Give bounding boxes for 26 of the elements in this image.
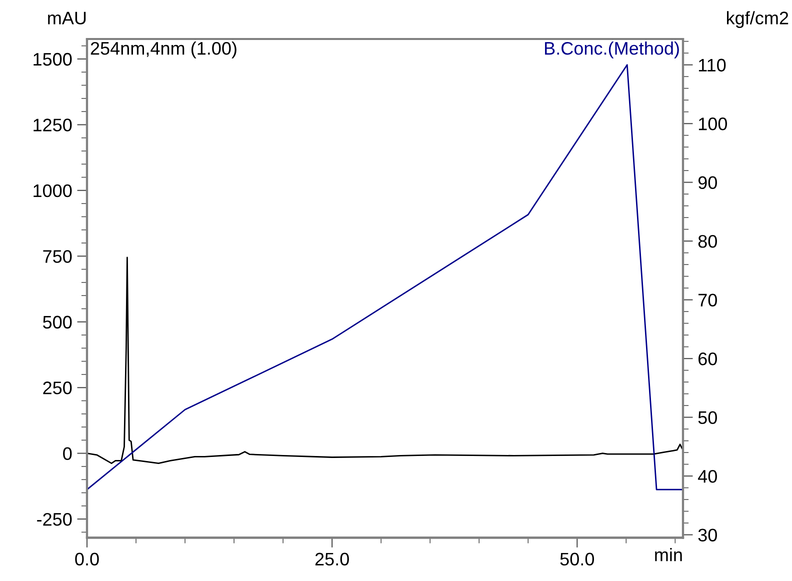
y-tick-label: 1000 (34, 184, 72, 198)
y-tick-label: 250 (43, 382, 72, 394)
y-tick-label: 500 (43, 316, 72, 329)
y2-tick-label: 110 (698, 58, 726, 72)
x-tick-label: 50.0 (560, 552, 594, 566)
line-series (87, 256, 683, 464)
y2-tick-label: 80 (698, 235, 717, 248)
y-tick-label: 1250 (34, 118, 72, 132)
y2-tick-label: 100 (698, 118, 727, 130)
y2-tick-label: 50 (698, 411, 717, 424)
y2-tick-label: 60 (698, 352, 717, 366)
y-tick-label: 750 (43, 250, 72, 263)
y-axis-title: mAU (48, 12, 86, 24)
y-tick-label: 1500 (34, 52, 72, 66)
y2-tick-label: 30 (698, 528, 717, 542)
text: 254nm,4nm (1.00) (90, 41, 236, 58)
x-tick-label: 25.0 (315, 552, 349, 566)
x-axis-title: min (655, 548, 682, 562)
x-tick-label: 0.0 (75, 552, 99, 566)
y2-tick-label: 90 (698, 176, 717, 190)
series-label: B.Conc.(Method) (545, 41, 679, 58)
y-tick-label: -250 (37, 512, 72, 526)
y2-tick-label: 70 (698, 294, 717, 307)
y-tick-label: 0 (63, 447, 72, 460)
y2-tick-label: 40 (698, 470, 717, 483)
y2-axis-title: kgf/cm2 (727, 11, 788, 28)
